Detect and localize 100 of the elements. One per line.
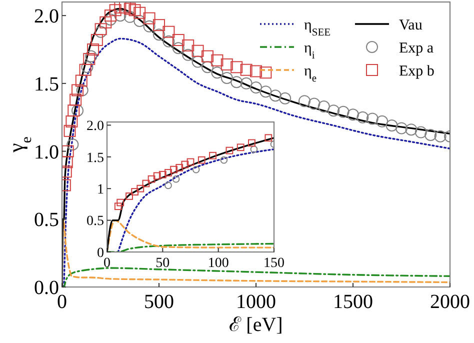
- point: [162, 26, 175, 38]
- point: [202, 50, 214, 62]
- y-tick-label: 1: [97, 182, 104, 198]
- x-axis-title: ℰ [eV]: [229, 314, 283, 336]
- point: [128, 4, 141, 16]
- point: [386, 120, 398, 132]
- y-tick-label: 0.0: [34, 277, 59, 299]
- line-series: [107, 219, 274, 252]
- point: [72, 84, 84, 96]
- point: [76, 84, 88, 96]
- y-tick-label: 1.5: [34, 73, 59, 96]
- point: [356, 111, 369, 124]
- point: [66, 138, 79, 150]
- point: [70, 94, 82, 106]
- point: [211, 66, 224, 79]
- point: [79, 64, 92, 76]
- point: [62, 156, 73, 168]
- point: [220, 72, 233, 84]
- point: [100, 16, 112, 28]
- point: [172, 42, 184, 54]
- point: [211, 54, 224, 66]
- point: [94, 23, 107, 36]
- point: [318, 100, 330, 112]
- point: [182, 39, 194, 52]
- point: [124, 2, 136, 15]
- y-tick-label: 0.5: [34, 209, 59, 232]
- point: [81, 61, 94, 74]
- legend-label: Exp a: [399, 40, 434, 56]
- point: [83, 53, 96, 65]
- point: [240, 64, 252, 76]
- point: [75, 74, 88, 87]
- point: [279, 92, 292, 104]
- x-tick-label: 1000: [236, 291, 276, 313]
- point: [230, 76, 243, 88]
- point: [347, 108, 359, 121]
- point: [192, 56, 204, 68]
- point: [202, 61, 214, 74]
- point: [104, 14, 116, 26]
- point: [66, 115, 78, 128]
- point: [182, 48, 194, 61]
- point: [68, 104, 80, 117]
- point: [405, 124, 418, 136]
- point: [192, 166, 200, 174]
- point: [434, 130, 446, 142]
- point: [192, 44, 204, 57]
- point: [376, 115, 388, 128]
- point: [181, 160, 189, 168]
- x-tick-label: 150: [264, 256, 284, 271]
- legend-label: Exp b: [399, 63, 434, 80]
- y-tick-label: 1.5: [86, 150, 104, 166]
- legend-label: η$_{e}$: [304, 63, 317, 84]
- point: [308, 98, 320, 110]
- point: [250, 82, 262, 94]
- point: [220, 156, 228, 164]
- point: [64, 124, 76, 137]
- point: [104, 10, 116, 22]
- point: [131, 188, 139, 196]
- point: [396, 122, 408, 134]
- x-tick-label: 1500: [333, 291, 373, 313]
- x-tick-label: 2000: [430, 291, 470, 313]
- point: [414, 126, 427, 138]
- point: [90, 34, 103, 46]
- point: [94, 26, 107, 38]
- point: [298, 95, 310, 108]
- point: [109, 4, 122, 16]
- point: [153, 172, 161, 180]
- point: [164, 182, 172, 190]
- point: [148, 175, 156, 183]
- point: [119, 2, 132, 14]
- point: [220, 58, 233, 70]
- point: [85, 50, 98, 62]
- line-series: [107, 242, 274, 252]
- point: [136, 184, 144, 192]
- point: [116, 198, 124, 206]
- legend-label: η$_{i}$: [304, 40, 315, 61]
- point: [143, 12, 156, 24]
- point: [226, 146, 234, 154]
- point: [134, 15, 146, 27]
- point: [126, 192, 133, 200]
- point: [366, 112, 378, 125]
- point: [134, 6, 146, 19]
- point: [230, 61, 243, 74]
- x-tick-label: 500: [144, 291, 174, 313]
- point: [176, 164, 184, 172]
- point: [209, 152, 216, 160]
- point: [250, 65, 262, 78]
- point: [62, 145, 74, 158]
- point: [198, 156, 206, 164]
- y-tick-label: 0: [97, 246, 104, 261]
- point: [114, 202, 122, 210]
- point: [164, 169, 172, 176]
- point: [158, 170, 166, 178]
- point: [153, 28, 165, 41]
- point: [260, 86, 272, 98]
- point: [143, 20, 156, 32]
- point: [172, 34, 184, 46]
- legend-label: η$_{SEE}$: [304, 17, 331, 38]
- point: [153, 19, 165, 32]
- point: [250, 146, 258, 153]
- y-tick-label: 1.0: [34, 141, 59, 164]
